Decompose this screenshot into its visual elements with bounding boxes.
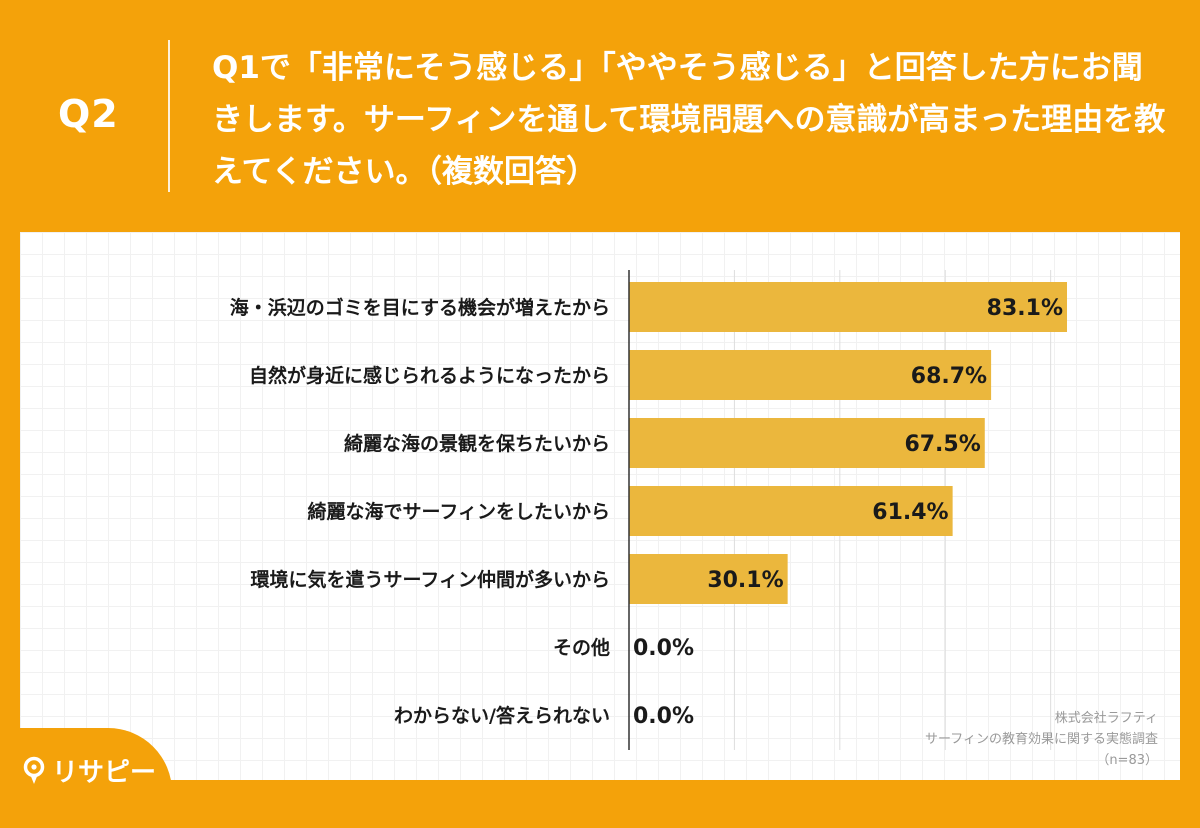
value-label: 0.0% <box>633 636 694 661</box>
question-number: Q2 <box>58 92 119 136</box>
bar <box>629 486 953 536</box>
source-note: 株式会社ラフティ サーフィンの教育効果に関する実態調査 （n=83） <box>925 708 1158 771</box>
category-label: 綺麗な海でサーフィンをしたいから <box>308 500 610 523</box>
category-label: 環境に気を遣うサーフィン仲間が多いから <box>251 568 610 591</box>
source-survey: サーフィンの教育効果に関する実態調査 <box>925 732 1158 747</box>
bar <box>629 350 992 400</box>
category-label: その他 <box>553 636 610 659</box>
bar-chart: 海・浜辺のゴミを目にする機会が増えたから 83.1% 自然が身近に感じられるようにな… <box>230 270 1067 750</box>
source-company: 株式会社ラフティ <box>1054 711 1158 726</box>
brand-logo: リサピー <box>22 752 156 789</box>
value-label: 83.1% <box>987 296 1063 321</box>
bar <box>629 282 1067 332</box>
category-label: わからない/答えられない <box>394 704 610 727</box>
category-label: 海・浜辺のゴミを目にする機会が増えたから <box>230 296 610 319</box>
chart-panel: 海・浜辺のゴミを目にする機会が増えたから 83.1% 自然が身近に感じられるようにな… <box>20 232 1180 780</box>
header-divider <box>168 40 170 192</box>
value-label: 67.5% <box>904 432 980 457</box>
logo-text: リサピー <box>52 758 157 788</box>
bar <box>629 418 985 468</box>
category-label: 綺麗な海の景観を保ちたいから <box>344 432 610 455</box>
value-label: 0.0% <box>633 704 694 729</box>
pin-icon <box>23 756 45 784</box>
category-label: 自然が身近に感じられるようになったから <box>249 364 610 387</box>
value-label: 30.1% <box>707 568 783 593</box>
bar <box>629 554 788 604</box>
header: Q2 Q1で「非常にそう感じる」「ややそう感じる」と回答した方にお聞きします。サ… <box>0 0 1200 228</box>
value-label: 68.7% <box>911 364 987 389</box>
question-text: Q1で「非常にそう感じる」「ややそう感じる」と回答した方にお聞きします。サーフィ… <box>212 50 1166 190</box>
value-label: 61.4% <box>872 500 948 525</box>
source-sample-size: （n=83） <box>1096 753 1158 768</box>
